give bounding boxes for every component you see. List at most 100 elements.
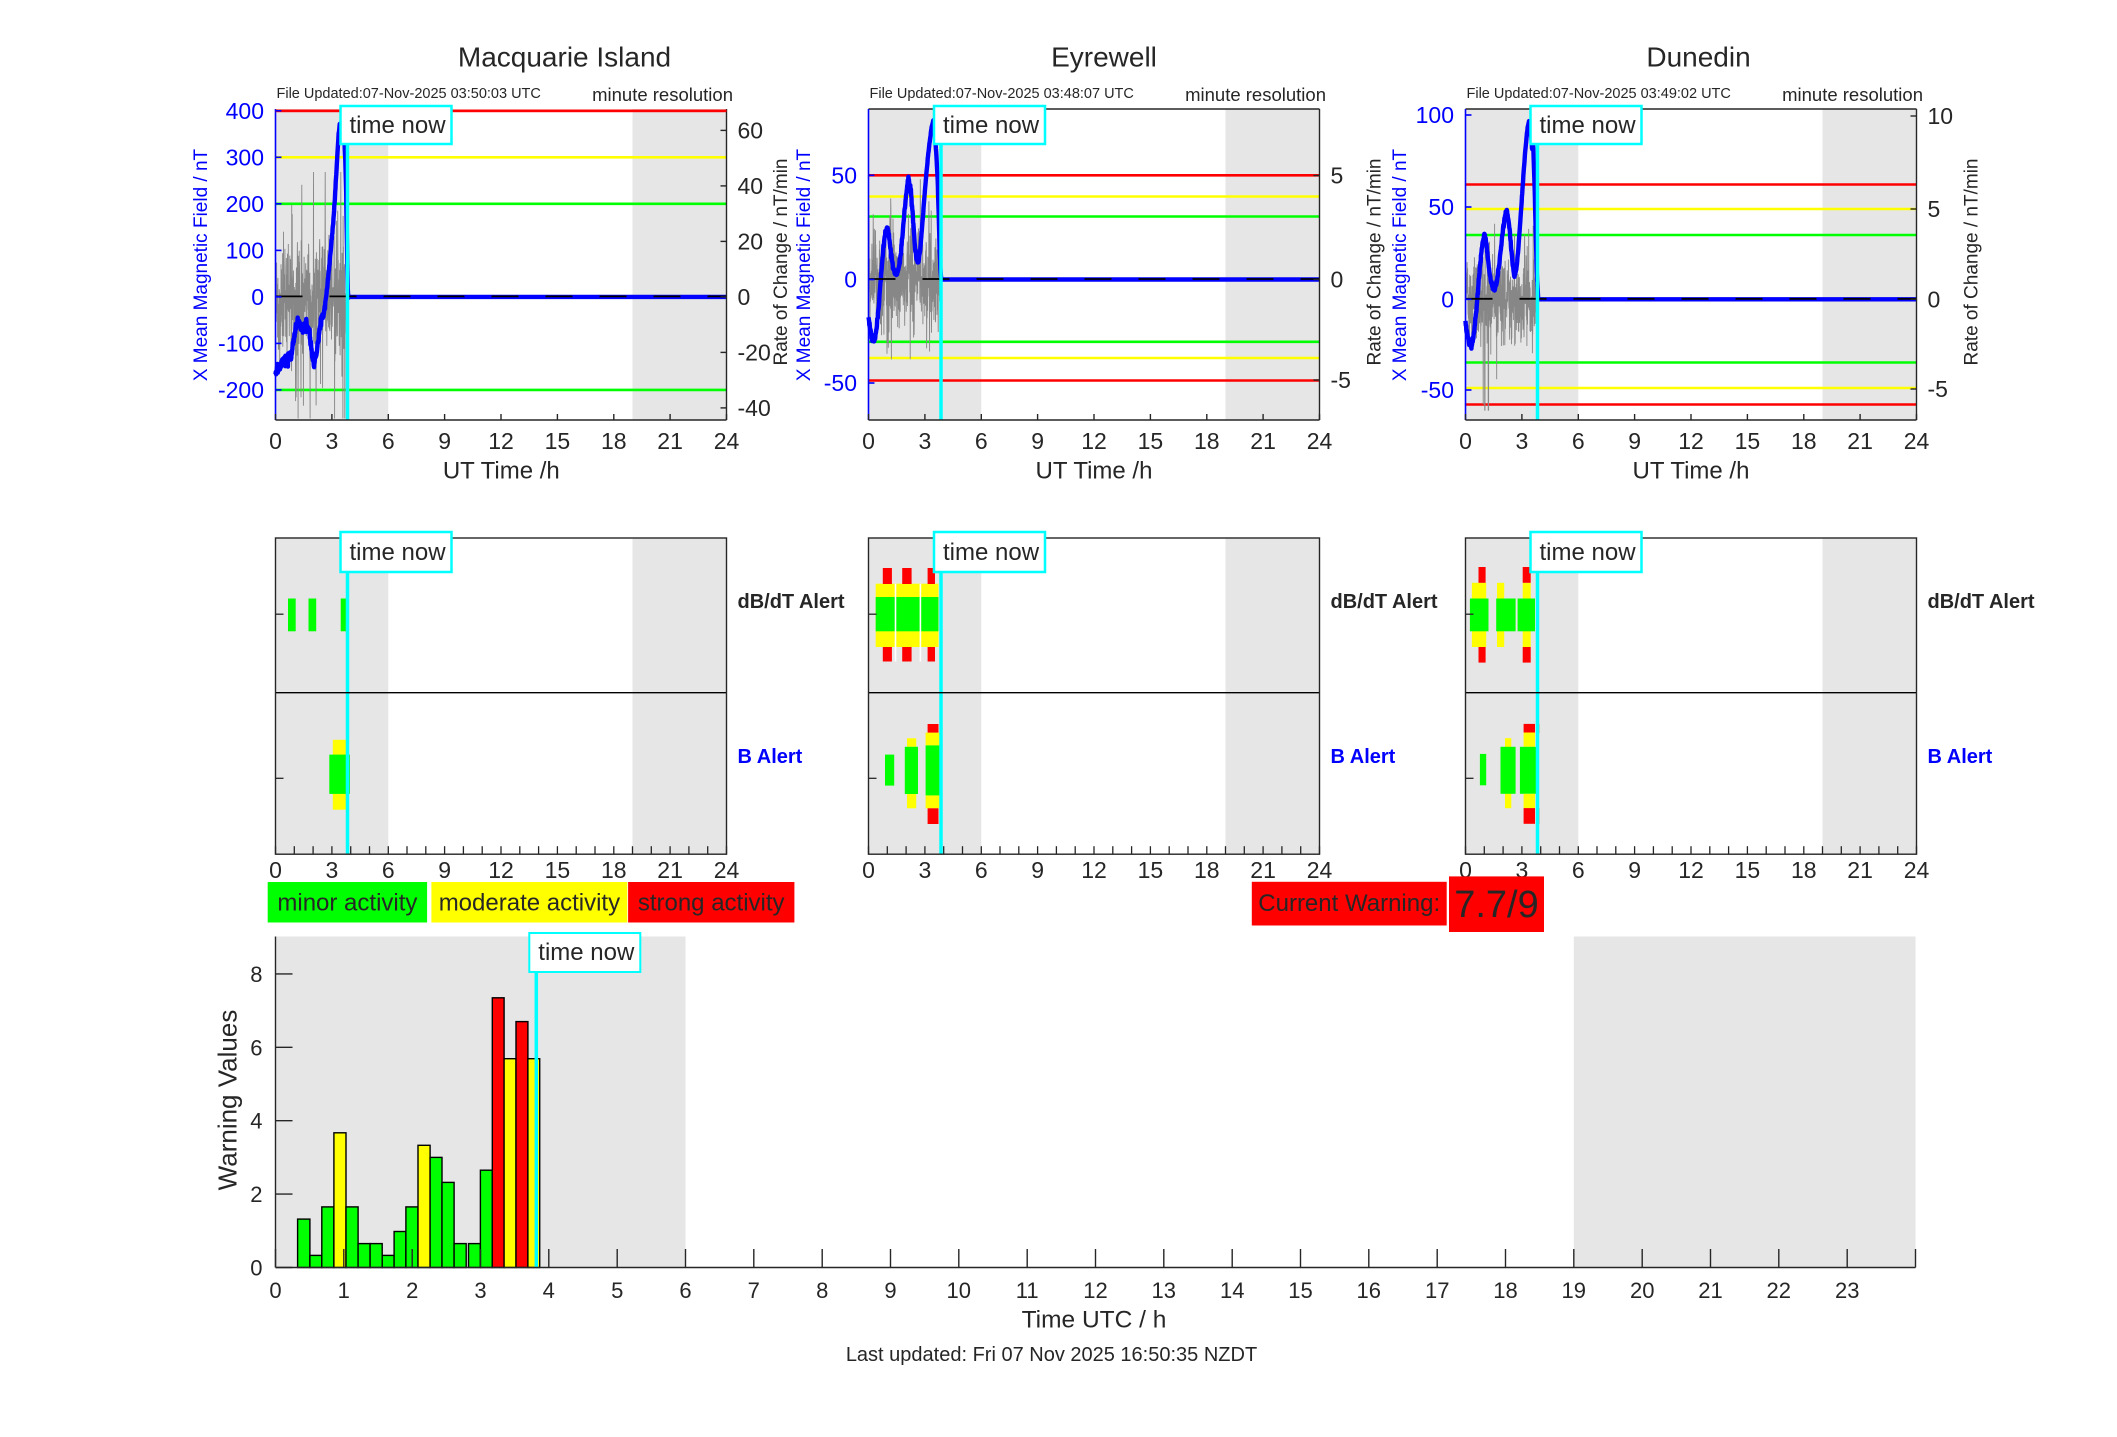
svg-text:X Mean Magnetic Field / nT: X Mean Magnetic Field / nT: [1390, 148, 1411, 381]
svg-text:24: 24: [1904, 857, 1930, 883]
svg-text:23: 23: [1835, 1278, 1859, 1303]
svg-text:3: 3: [326, 857, 339, 883]
svg-text:9: 9: [1031, 857, 1044, 883]
svg-text:21: 21: [657, 857, 683, 883]
svg-text:time now: time now: [350, 112, 447, 139]
svg-text:18: 18: [1194, 428, 1220, 454]
svg-text:-5: -5: [1928, 376, 1948, 402]
svg-text:9: 9: [1031, 428, 1044, 454]
svg-text:16: 16: [1357, 1278, 1381, 1303]
svg-text:B Alert: B Alert: [1331, 746, 1396, 768]
svg-text:0: 0: [1459, 428, 1472, 454]
svg-text:24: 24: [714, 857, 740, 883]
svg-text:0: 0: [1441, 287, 1454, 313]
svg-text:Last updated: Fri 07 Nov 2025: Last updated: Fri 07 Nov 2025 16:50:35 N…: [846, 1344, 1257, 1366]
svg-text:21: 21: [1847, 428, 1873, 454]
svg-text:strong activity: strong activity: [638, 890, 785, 917]
svg-text:-20: -20: [738, 340, 771, 366]
svg-text:2: 2: [406, 1278, 418, 1303]
svg-text:2: 2: [250, 1182, 262, 1207]
svg-text:0: 0: [1331, 267, 1344, 293]
svg-text:-100: -100: [218, 331, 264, 357]
svg-text:time now: time now: [350, 539, 447, 566]
svg-text:0: 0: [251, 284, 264, 310]
svg-text:Current Warning:: Current Warning:: [1258, 890, 1440, 917]
svg-text:6: 6: [250, 1035, 262, 1060]
svg-text:3: 3: [919, 857, 932, 883]
svg-text:15: 15: [1138, 857, 1164, 883]
svg-text:X Mean Magnetic Field / nT: X Mean Magnetic Field / nT: [794, 148, 815, 381]
svg-text:3: 3: [919, 428, 932, 454]
svg-text:6: 6: [1572, 428, 1585, 454]
svg-text:15: 15: [1735, 857, 1761, 883]
svg-text:9: 9: [884, 1278, 896, 1303]
svg-text:22: 22: [1767, 1278, 1791, 1303]
svg-text:3: 3: [474, 1278, 486, 1303]
svg-text:100: 100: [226, 238, 264, 264]
svg-text:time now: time now: [538, 939, 635, 966]
svg-text:10: 10: [947, 1278, 971, 1303]
svg-text:15: 15: [1138, 428, 1164, 454]
svg-text:6: 6: [975, 857, 988, 883]
svg-text:0: 0: [269, 1278, 281, 1303]
svg-text:6: 6: [975, 428, 988, 454]
svg-text:8: 8: [816, 1278, 828, 1303]
svg-text:21: 21: [1847, 857, 1873, 883]
svg-text:24: 24: [1307, 428, 1333, 454]
svg-text:dB/dT Alert: dB/dT Alert: [1331, 591, 1438, 613]
svg-text:dB/dT Alert: dB/dT Alert: [1928, 591, 2035, 613]
svg-text:Warning Values: Warning Values: [213, 1010, 243, 1191]
svg-text:7.7/9: 7.7/9: [1454, 884, 1539, 926]
svg-text:20: 20: [738, 229, 764, 255]
svg-text:Macquarie Island: Macquarie Island: [458, 42, 671, 73]
svg-text:time now: time now: [1540, 112, 1637, 139]
svg-text:300: 300: [226, 145, 264, 171]
svg-text:B Alert: B Alert: [1928, 746, 1993, 768]
svg-text:12: 12: [1678, 857, 1704, 883]
svg-text:18: 18: [601, 857, 627, 883]
svg-text:18: 18: [1194, 857, 1220, 883]
svg-text:time now: time now: [1540, 539, 1637, 566]
svg-text:-50: -50: [824, 370, 857, 396]
svg-text:15: 15: [545, 857, 571, 883]
svg-text:18: 18: [601, 428, 627, 454]
svg-text:24: 24: [1307, 857, 1333, 883]
svg-text:21: 21: [1698, 1278, 1722, 1303]
svg-text:60: 60: [738, 118, 764, 144]
svg-text:12: 12: [1081, 857, 1107, 883]
svg-text:12: 12: [1083, 1278, 1107, 1303]
svg-text:5: 5: [611, 1278, 623, 1303]
svg-text:21: 21: [1250, 428, 1276, 454]
svg-text:0: 0: [738, 284, 751, 310]
svg-text:minor activity: minor activity: [277, 890, 417, 917]
svg-text:12: 12: [488, 428, 514, 454]
svg-text:Rate of Change / nT/min: Rate of Change / nT/min: [1364, 159, 1385, 366]
svg-text:0: 0: [269, 857, 282, 883]
svg-text:6: 6: [679, 1278, 691, 1303]
svg-text:13: 13: [1152, 1278, 1176, 1303]
svg-text:moderate activity: moderate activity: [439, 890, 620, 917]
svg-text:12: 12: [1081, 428, 1107, 454]
svg-text:-5: -5: [1331, 367, 1351, 393]
svg-text:11: 11: [1016, 1278, 1039, 1303]
svg-text:12: 12: [488, 857, 514, 883]
svg-text:minute resolution: minute resolution: [1782, 84, 1923, 105]
svg-text:21: 21: [1250, 857, 1276, 883]
svg-text:-200: -200: [218, 377, 264, 403]
svg-text:24: 24: [1904, 428, 1930, 454]
svg-text:21: 21: [657, 428, 683, 454]
svg-text:10: 10: [1928, 103, 1954, 129]
svg-text:50: 50: [1428, 194, 1454, 220]
svg-text:dB/dT Alert: dB/dT Alert: [738, 591, 845, 613]
svg-text:400: 400: [226, 98, 264, 124]
svg-text:19: 19: [1562, 1278, 1586, 1303]
svg-text:time now: time now: [943, 112, 1040, 139]
svg-text:X Mean Magnetic Field / nT: X Mean Magnetic Field / nT: [191, 148, 212, 381]
svg-text:9: 9: [438, 857, 451, 883]
svg-text:UT Time /h: UT Time /h: [443, 458, 560, 485]
svg-text:File Updated:07-Nov-2025 03:50: File Updated:07-Nov-2025 03:50:03 UTC: [277, 86, 541, 102]
svg-text:15: 15: [1735, 428, 1761, 454]
svg-text:File Updated:07-Nov-2025 03:49: File Updated:07-Nov-2025 03:49:02 UTC: [1467, 86, 1731, 102]
svg-text:15: 15: [545, 428, 571, 454]
svg-text:100: 100: [1416, 102, 1454, 128]
